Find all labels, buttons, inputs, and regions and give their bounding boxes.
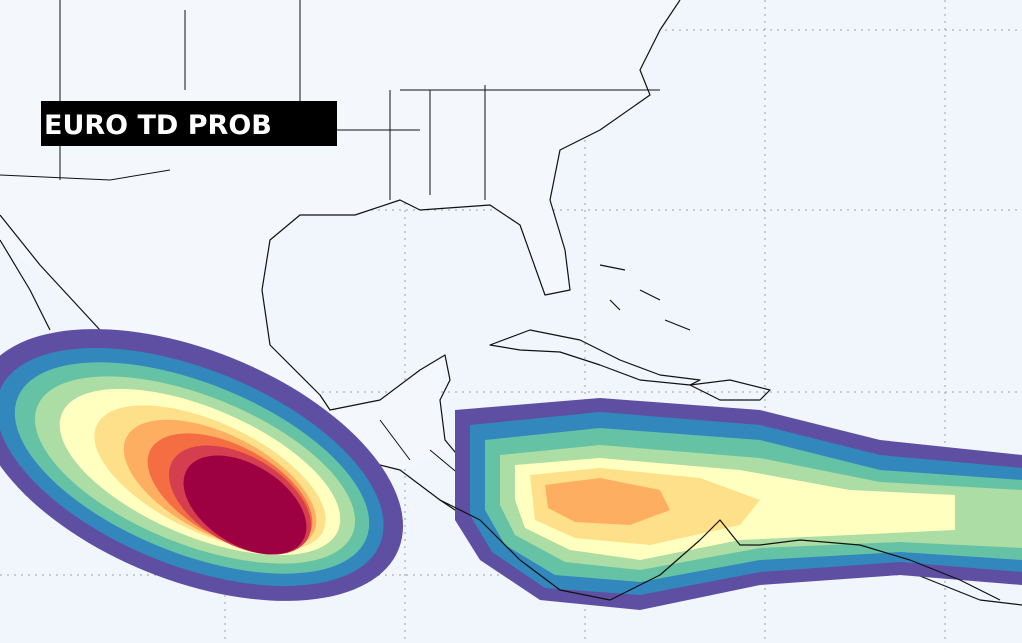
title-background [41, 101, 337, 146]
probability-left [0, 329, 404, 601]
probability-right [455, 398, 1022, 610]
prob-contour [183, 455, 307, 555]
prob-contour [545, 478, 670, 525]
border [0, 0, 660, 521]
cuba [489, 329, 701, 386]
coastline [439, 499, 1001, 601]
title: EURO TD PROB [44, 110, 272, 141]
title-box: EURO TD PROB [41, 101, 337, 146]
hispaniola [689, 379, 771, 401]
coastline [0, 239, 51, 331]
bahamas [599, 264, 691, 331]
